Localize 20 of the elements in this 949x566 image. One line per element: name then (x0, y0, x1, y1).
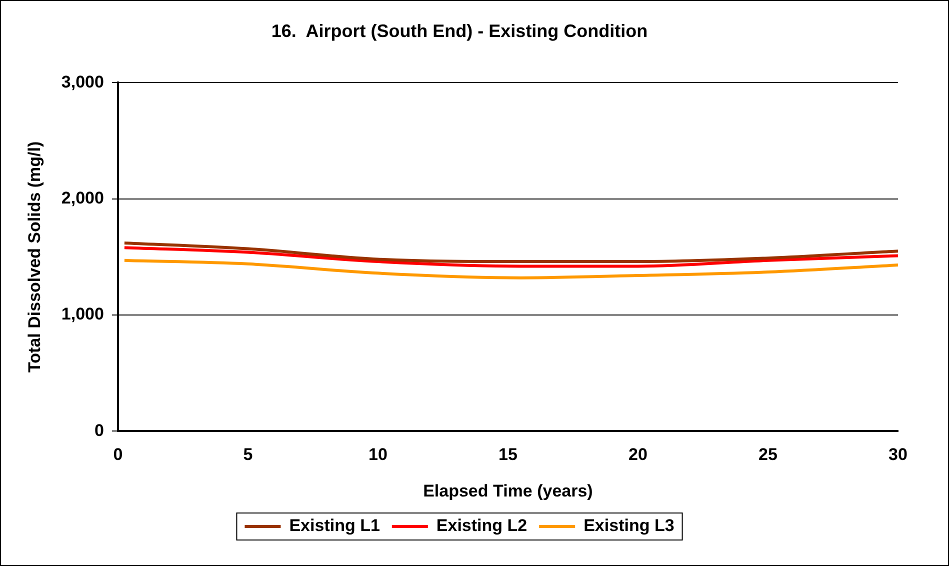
x-tick-label: 25 (758, 445, 778, 464)
line-series (122, 241, 898, 264)
x-tick-label: 0 (113, 445, 123, 464)
y-tick-label: 1,000 (61, 304, 104, 324)
y-tick-label: 2,000 (61, 188, 104, 208)
x-tick-label: 5 (243, 445, 253, 464)
line-series (122, 246, 898, 268)
legend-label: Existing L1 (289, 516, 380, 536)
x-axis-title: Elapsed Time (years) (423, 481, 593, 500)
y-axis-title: Total Dissolved Solids (mg/l) (24, 141, 44, 372)
legend-label: Existing L2 (436, 516, 528, 536)
y-tick-label: 0 (94, 420, 104, 440)
x-tick-label: 20 (628, 445, 648, 464)
chart-title: 16. Airport (South End) - Existing Condition (271, 20, 648, 41)
x-tick-label: 30 (888, 445, 908, 464)
x-tick-label: 10 (368, 445, 388, 464)
line-series (122, 258, 898, 280)
legend-label: Existing L3 (584, 516, 674, 536)
x-tick-label: 15 (498, 445, 518, 464)
y-tick-label: 3,000 (61, 72, 104, 92)
